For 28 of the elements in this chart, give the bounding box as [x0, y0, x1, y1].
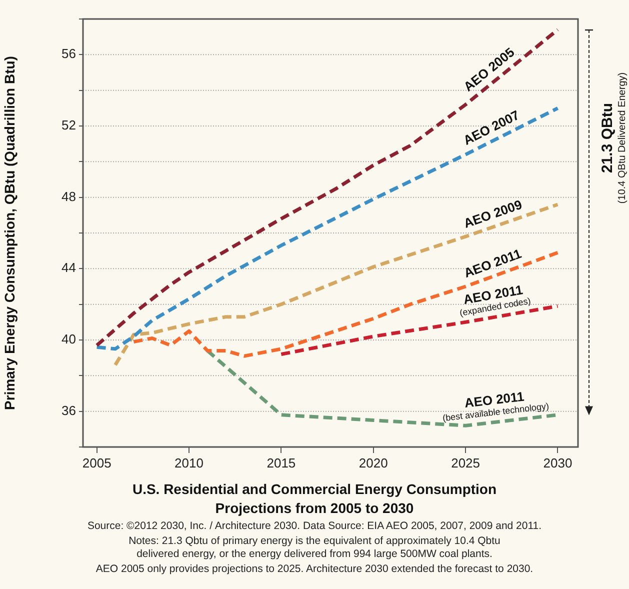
y-tick-label: 48 [62, 188, 76, 204]
x-tick-label: 2025 [451, 455, 480, 470]
line-series [114, 202, 560, 367]
x-tick-label: 2020 [358, 455, 388, 470]
y-tick-label: 36 [62, 402, 76, 418]
line-series [95, 106, 560, 351]
text: Notes: 21.3 Qbtu of primary energy is the equivalent of approximately 10.4 Qbtu delivered energy, or the energy delivered from 994 large 500MW coal plants. [128, 535, 502, 561]
text: AEO 2011 [462, 246, 524, 281]
x-tick-label: 2005 [82, 455, 112, 470]
y-tick-label: 40 [62, 332, 76, 347]
text: AEO 2009 [462, 196, 524, 231]
y-tick-label: 44 [62, 260, 76, 276]
text: (10.4 QBtu Delivered Energy) [616, 72, 628, 204]
x-tick-label: 2010 [174, 455, 204, 470]
y-axis-title: Primary Energy Consumption, QBtu (Quadrillion Btu) [1, 56, 18, 410]
line-series [95, 28, 560, 348]
line-series [132, 250, 560, 358]
y-tick-label: 52 [62, 118, 76, 133]
text: AEO 2011 (expanded codes) [458, 282, 532, 318]
text: AEO 2011 (best available technology) [442, 388, 550, 424]
text: U.S. Residential and Commercial Energy Consumption Projections from 2005 to 2030 [131, 480, 498, 518]
x-tick-label: 2015 [266, 455, 296, 470]
y-tick-label: 56 [62, 46, 76, 62]
text: 21.3 QBtu [599, 102, 616, 174]
text: AEO 2007 [460, 107, 522, 148]
source-note: Source: ©2012 2030, Inc. / Architecture 2030. Data Source: EIA AEO 2005, 2007, 2009 and 2011. [86, 520, 543, 533]
text: AEO 2005 only provides projections to 2025. Architecture 2030 extended the forecast to 2030. [94, 563, 534, 576]
x-tick-label: 2030 [543, 455, 572, 470]
